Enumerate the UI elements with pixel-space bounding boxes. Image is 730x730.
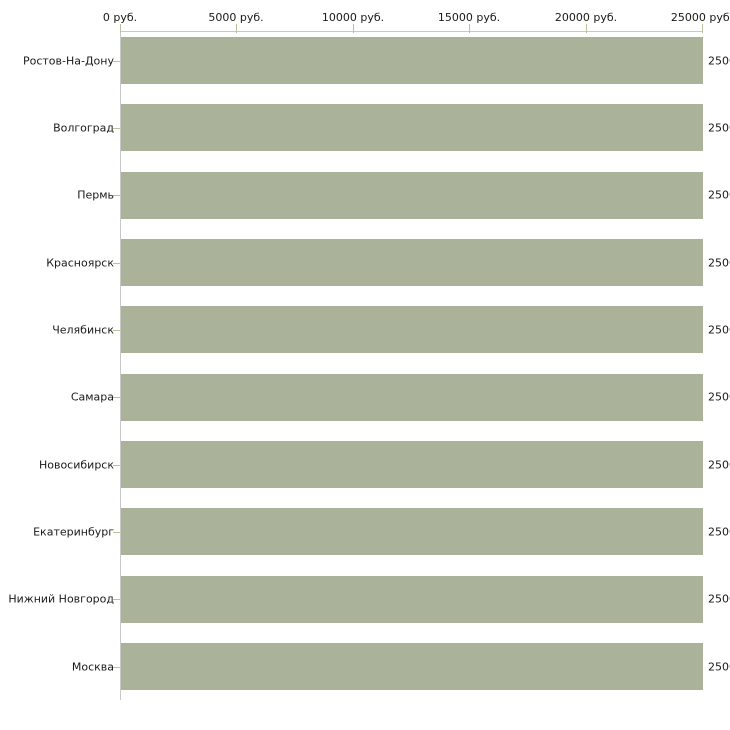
- value-label: 25000 руб.: [708, 121, 730, 135]
- category-label: Ростов-На-Дону: [22, 54, 114, 67]
- bar[interactable]: [121, 508, 703, 555]
- category-label: Новосибирск: [38, 458, 114, 472]
- x-axis-tick-label: 5000 руб.: [208, 11, 264, 24]
- y-axis-tick: [113, 667, 120, 668]
- bar[interactable]: [121, 306, 703, 353]
- y-axis-tick: [113, 195, 120, 196]
- bar[interactable]: [121, 104, 703, 151]
- x-axis-tick: [353, 24, 354, 33]
- value-label: 25000 руб.: [708, 660, 730, 674]
- y-axis-tick: [113, 61, 120, 62]
- bar[interactable]: [121, 374, 703, 421]
- y-axis-line: [120, 31, 121, 700]
- category-label: Самара: [70, 390, 114, 404]
- value-label: 25000 руб.: [708, 592, 730, 606]
- y-axis-tick: [113, 263, 120, 264]
- bar[interactable]: [121, 37, 703, 84]
- value-label: 25000 руб.: [708, 323, 730, 337]
- category-label: Челябинск: [52, 323, 114, 337]
- value-label: 25000 руб.: [708, 458, 730, 472]
- y-axis-tick: [113, 330, 120, 331]
- x-axis-tick-label: 25000 руб.: [670, 11, 730, 24]
- category-label: Москва: [71, 660, 114, 674]
- category-label: Пермь: [77, 188, 114, 202]
- x-axis-line: [120, 31, 703, 32]
- x-axis-tick-label: 10000 руб.: [321, 11, 385, 24]
- category-label: Нижний Новгород: [8, 592, 114, 606]
- bar[interactable]: [121, 643, 703, 690]
- category-label: Волгоград: [53, 121, 114, 135]
- value-label: 25000 руб.: [708, 256, 730, 270]
- value-label: 25000 руб.: [708, 390, 730, 404]
- x-axis-tick: [120, 24, 121, 33]
- x-axis-tick: [469, 24, 470, 33]
- category-label: Красноярск: [46, 256, 114, 270]
- bar[interactable]: [121, 576, 703, 623]
- bar[interactable]: [121, 441, 703, 488]
- x-axis-tick: [702, 24, 703, 33]
- y-axis-tick: [113, 397, 120, 398]
- x-axis-tick-label: 20000 руб.: [554, 11, 618, 24]
- y-axis-tick: [113, 128, 120, 129]
- y-axis-tick: [113, 465, 120, 466]
- bar[interactable]: [121, 172, 703, 219]
- value-label: 25000 руб.: [708, 54, 730, 67]
- x-axis-tick: [236, 24, 237, 33]
- value-label: 25000 руб.: [708, 188, 730, 202]
- value-label: 25000 руб.: [708, 525, 730, 539]
- y-axis-tick: [113, 599, 120, 600]
- y-axis-tick: [113, 532, 120, 533]
- bar[interactable]: [121, 239, 703, 286]
- x-axis-tick-label: 0 руб.: [102, 11, 138, 24]
- x-axis-tick: [586, 24, 587, 33]
- category-label: Екатеринбург: [33, 525, 114, 539]
- x-axis-tick-label: 15000 руб.: [437, 11, 501, 24]
